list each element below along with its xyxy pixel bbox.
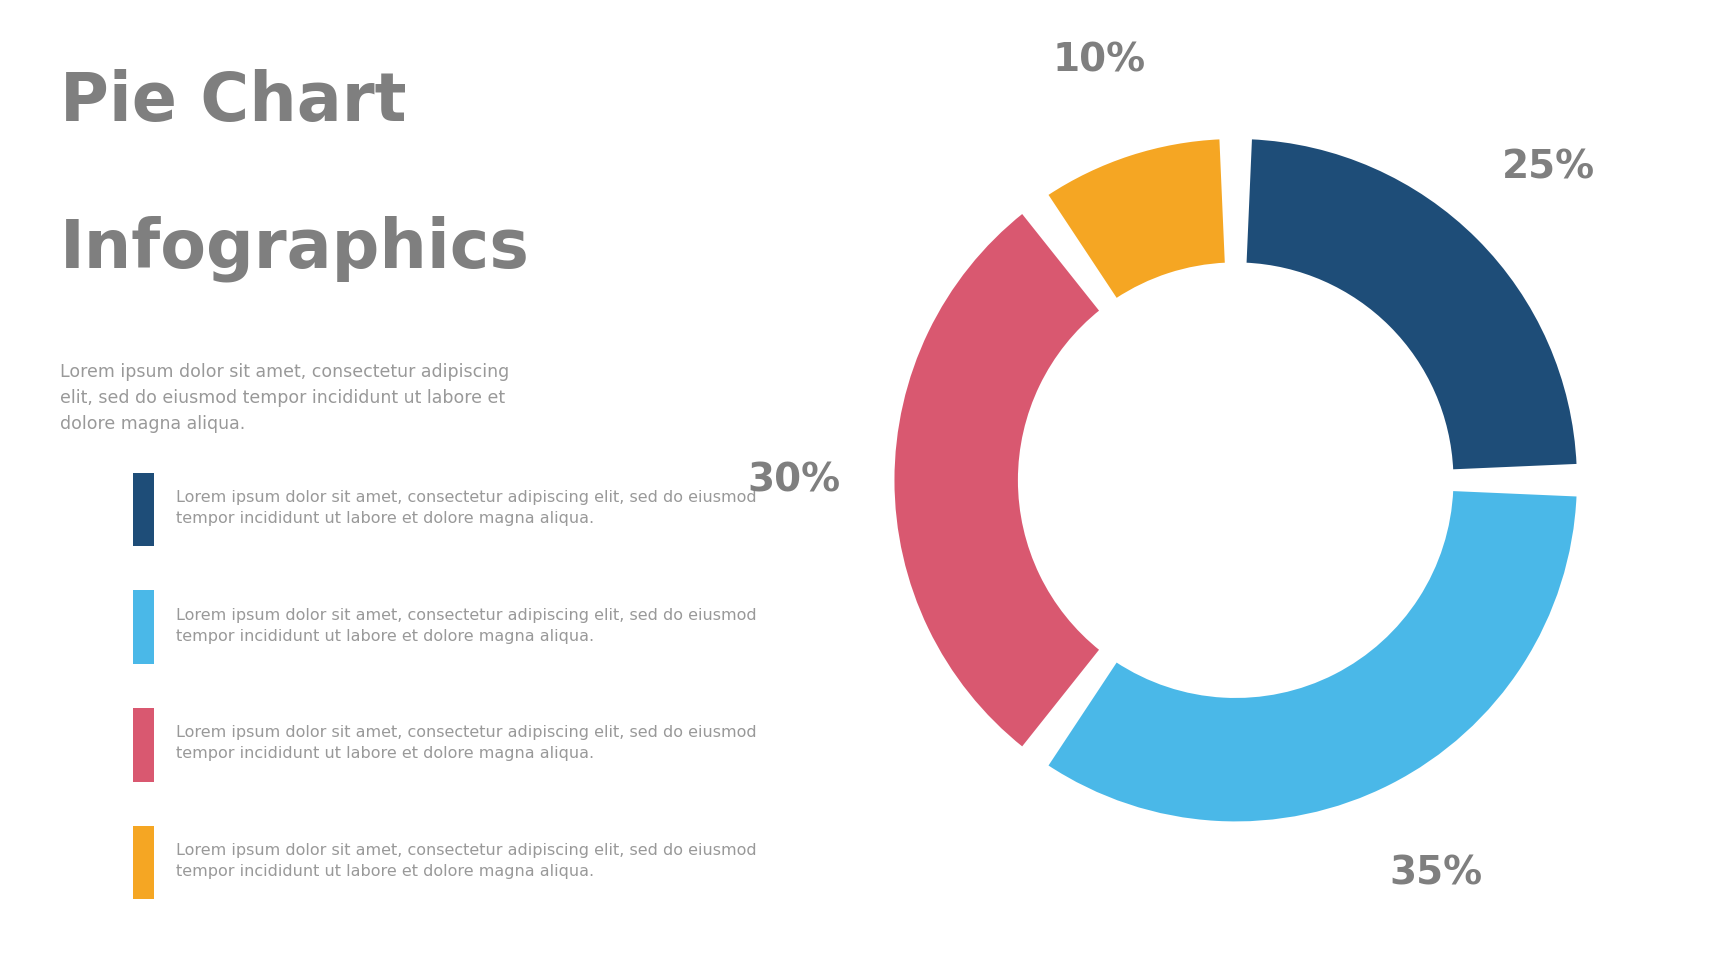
Wedge shape <box>1046 138 1226 300</box>
Text: Lorem ipsum dolor sit amet, consectetur adipiscing elit, sed do eiusmod
tempor i: Lorem ipsum dolor sit amet, consectetur … <box>175 490 756 526</box>
FancyBboxPatch shape <box>134 590 154 664</box>
FancyBboxPatch shape <box>134 708 154 782</box>
Wedge shape <box>1046 490 1577 823</box>
FancyBboxPatch shape <box>134 473 154 547</box>
Text: Lorem ipsum dolor sit amet, consectetur adipiscing elit, sed do eiusmod
tempor i: Lorem ipsum dolor sit amet, consectetur … <box>175 608 756 644</box>
Text: 30%: 30% <box>747 462 840 499</box>
Text: 10%: 10% <box>1052 41 1145 79</box>
Text: Pie Chart: Pie Chart <box>60 69 406 134</box>
Wedge shape <box>1244 138 1577 470</box>
Text: 35%: 35% <box>1388 855 1483 893</box>
Text: Lorem ipsum dolor sit amet, consectetur adipiscing
elit, sed do eiusmod tempor i: Lorem ipsum dolor sit amet, consectetur … <box>60 363 509 433</box>
Text: Lorem ipsum dolor sit amet, consectetur adipiscing elit, sed do eiusmod
tempor i: Lorem ipsum dolor sit amet, consectetur … <box>175 843 756 879</box>
Text: Infographics: Infographics <box>60 216 530 282</box>
Text: Lorem ipsum dolor sit amet, consectetur adipiscing elit, sed do eiusmod
tempor i: Lorem ipsum dolor sit amet, consectetur … <box>175 725 756 761</box>
Text: 25%: 25% <box>1501 149 1594 187</box>
Wedge shape <box>893 212 1100 749</box>
FancyBboxPatch shape <box>134 825 154 900</box>
